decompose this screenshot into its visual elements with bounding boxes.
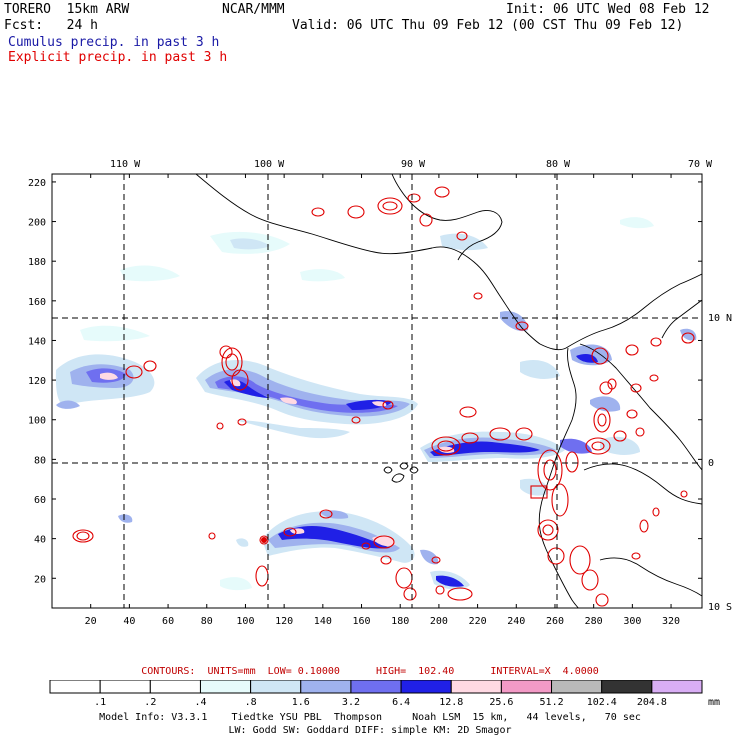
y-tick-label: 20 <box>34 574 46 585</box>
x-tick-label: 100 <box>236 616 254 627</box>
lat-label-0: 0 <box>708 458 715 469</box>
colorbar-label: .2 <box>144 697 157 708</box>
explicit-legend: Explicit precip. in past 3 h <box>8 50 228 65</box>
x-tick-label: 220 <box>469 616 487 627</box>
colorbar-swatch <box>350 680 402 694</box>
y-tick-label: 220 <box>28 178 46 189</box>
plot-frame <box>51 173 703 609</box>
x-tick-label: 300 <box>623 616 641 627</box>
y-tick-label: 100 <box>28 416 46 427</box>
colorbar-unit: mm <box>708 697 721 708</box>
model-info-line1: Model Info: V3.3.1 Tiedtke YSU PBL Thomp… <box>99 712 641 723</box>
colorbar-label: 12.8 <box>439 697 464 708</box>
x-tick-label: 120 <box>275 616 293 627</box>
colorbar-swatch <box>250 680 302 694</box>
x-tick-label: 240 <box>507 616 525 627</box>
x-tick-label: 60 <box>162 616 174 627</box>
y-tick-label: 120 <box>28 376 46 387</box>
colorbar-swatch <box>49 680 101 694</box>
lat-label-10s: 10 S <box>708 602 733 613</box>
init-time: Init: 06 UTC Wed 08 Feb 12 <box>506 2 710 17</box>
explicit-precip-contours <box>72 186 695 607</box>
x-tick-label: 320 <box>662 616 680 627</box>
y-tick-label: 200 <box>28 218 46 229</box>
colorbar-swatch <box>651 680 703 694</box>
y-tick-label: 40 <box>34 535 46 546</box>
colorbar-label: 25.6 <box>489 697 514 708</box>
colorbar-label: 102.4 <box>586 697 617 708</box>
axis-tick-labels: 20 40 60 80 100 120 140 160 180 200 220 240 260 280 30… <box>28 178 680 627</box>
x-tick-label: 280 <box>585 616 603 627</box>
colorbar-swatch <box>450 680 502 694</box>
forecast-hour: Fcst: 24 h <box>4 18 98 33</box>
colorbar-label: .4 <box>194 697 207 708</box>
x-tick-label: 200 <box>430 616 448 627</box>
colorbar-swatch <box>400 680 452 694</box>
x-tick-label: 140 <box>314 616 332 627</box>
lat-lon-grid <box>52 174 702 608</box>
cumulus-precip-field <box>55 217 697 591</box>
x-tick-label: 160 <box>352 616 370 627</box>
colorbar-swatch <box>199 680 252 694</box>
colorbar-label: 204.8 <box>636 697 667 708</box>
lat-label-10n: 10 N <box>708 313 733 324</box>
y-tick-label: 60 <box>34 495 46 506</box>
colorbar-swatch <box>149 680 201 694</box>
axis-ticks <box>52 174 702 608</box>
lon-label-100w: 100 W <box>254 159 285 170</box>
organization-label: NCAR/MMM <box>222 2 285 17</box>
colorbar <box>49 680 703 694</box>
lon-label-80w: 80 W <box>546 159 571 170</box>
x-tick-label: 180 <box>391 616 409 627</box>
x-tick-label: 40 <box>123 616 135 627</box>
colorbar-label: 3.2 <box>341 697 360 708</box>
contours-info: CONTOURS: UNITS=mm LOW= 0.10000 HIGH= 10… <box>141 666 599 677</box>
colorbar-swatch <box>300 680 352 694</box>
x-tick-label: 20 <box>85 616 97 627</box>
colorbar-swatch <box>500 680 553 694</box>
x-tick-label: 80 <box>201 616 213 627</box>
colorbar-swatch <box>551 680 603 694</box>
cumulus-legend: Cumulus precip. in past 3 h <box>8 35 220 50</box>
colorbar-label: 1.6 <box>291 697 310 708</box>
precip-max-marker <box>261 537 267 543</box>
colorbar-label: .1 <box>94 697 107 708</box>
valid-time: Valid: 06 UTC Thu 09 Feb 12 (00 CST Thu … <box>292 18 684 33</box>
lon-label-70w: 70 W <box>688 159 713 170</box>
model-title: TORERO 15km ARW <box>4 2 130 17</box>
lon-label-90w: 90 W <box>401 159 426 170</box>
x-tick-label: 260 <box>546 616 564 627</box>
y-tick-label: 160 <box>28 297 46 308</box>
colorbar-label: 6.4 <box>392 697 411 708</box>
y-tick-label: 140 <box>28 336 46 347</box>
colorbar-swatch <box>99 680 151 694</box>
colorbar-swatch <box>601 680 653 694</box>
colorbar-label: 51.2 <box>539 697 564 708</box>
model-info-line2: LW: Godd SW: Goddard DIFF: simple KM: 2D… <box>228 725 512 736</box>
colorbar-label: .8 <box>244 697 257 708</box>
y-tick-label: 180 <box>28 257 46 268</box>
y-tick-label: 80 <box>34 455 46 466</box>
lon-label-110w: 110 W <box>110 159 141 170</box>
